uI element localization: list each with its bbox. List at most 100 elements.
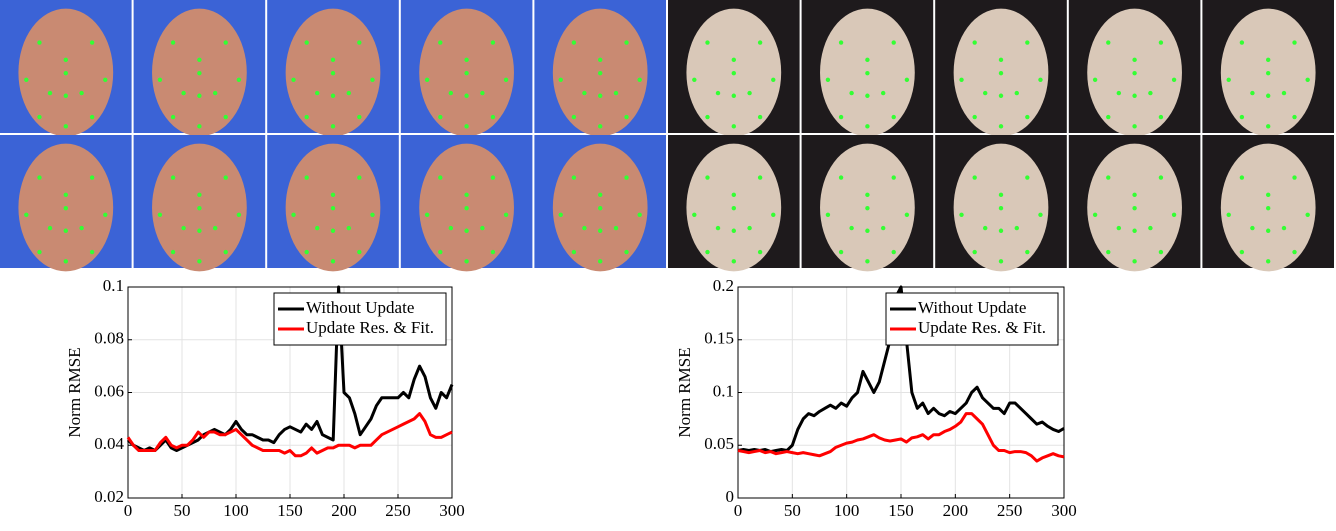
landmark [571, 249, 577, 255]
landmark [464, 70, 469, 76]
landmark [865, 124, 870, 129]
landmark [715, 90, 721, 96]
landmark [197, 192, 202, 198]
landmark [480, 90, 485, 96]
landmark [1266, 205, 1271, 211]
landmark [464, 124, 469, 129]
landmark [705, 114, 710, 120]
landmark [849, 90, 854, 96]
landmark [598, 228, 603, 233]
landmark [692, 77, 697, 83]
landmark [223, 114, 228, 120]
landmark [865, 93, 870, 98]
x-tick-label: 100 [834, 501, 860, 520]
landmark [346, 225, 351, 231]
x-tick-label: 0 [734, 501, 743, 520]
landmark [197, 259, 202, 264]
series-line [737, 285, 1065, 454]
landmark [330, 205, 336, 211]
landmark [1106, 249, 1111, 255]
landmark [1266, 259, 1271, 264]
x-tick-label: 300 [439, 501, 465, 520]
landmark [236, 77, 242, 83]
landmark [157, 77, 163, 83]
landmark [212, 225, 218, 231]
x-tick-label: 250 [385, 501, 411, 520]
landmark [223, 249, 228, 255]
legend-label: Update Res. & Fit. [306, 318, 434, 337]
landmark [315, 225, 320, 231]
landmark [731, 259, 736, 264]
landmark [637, 212, 642, 217]
landmark [464, 192, 469, 198]
landmark [63, 57, 68, 63]
landmark [304, 175, 309, 180]
landmark [998, 259, 1004, 264]
landmark [705, 249, 710, 255]
landmark [880, 225, 886, 231]
landmark [613, 225, 619, 231]
x-tick-label: 150 [277, 501, 303, 520]
landmark [1266, 57, 1271, 63]
landmark [330, 259, 336, 264]
landmark [1292, 249, 1297, 255]
landmark [1239, 175, 1245, 180]
photo-grid [0, 0, 1334, 272]
landmark [731, 192, 736, 198]
landmark [89, 114, 95, 120]
landmark [304, 249, 309, 255]
landmark [731, 57, 736, 63]
landmark [236, 212, 242, 217]
y-tick-label: 0.15 [704, 329, 734, 348]
landmark [1148, 90, 1153, 96]
landmark [1158, 175, 1164, 180]
y-tick-label: 0.02 [94, 487, 124, 506]
landmark [998, 124, 1004, 129]
landmark [904, 77, 910, 83]
landmark [972, 175, 977, 180]
landmark [624, 249, 629, 255]
landmark [731, 228, 736, 233]
chart: 0 0.05 0.1 0.15 0.2 0 50 100 150 200 250 300 Norm RM… [675, 276, 1077, 520]
landmark [624, 40, 629, 45]
landmark [891, 175, 896, 180]
landmark [972, 249, 977, 255]
landmark [624, 175, 629, 180]
landmark [170, 249, 176, 255]
landmark [464, 259, 469, 264]
legend-label: Without Update [306, 298, 414, 317]
landmark [598, 192, 603, 198]
landmark [637, 77, 642, 83]
landmark [1266, 70, 1271, 76]
y-tick-label: 0.2 [713, 276, 734, 295]
landmark [304, 114, 309, 120]
landmark [63, 70, 68, 76]
landmark [757, 40, 763, 45]
landmark [1171, 77, 1177, 83]
x-tick-label: 200 [943, 501, 969, 520]
landmark [1106, 175, 1111, 180]
landmark [170, 175, 176, 180]
landmark [103, 77, 108, 83]
landmark [1116, 90, 1122, 96]
landmark [1132, 124, 1137, 129]
landmark [1239, 249, 1245, 255]
landmark [747, 90, 752, 96]
landmark [865, 57, 870, 63]
landmark [865, 192, 870, 198]
landmark [571, 114, 577, 120]
landmark [63, 228, 68, 233]
landmark [598, 93, 603, 98]
landmark [1132, 259, 1137, 264]
landmark [558, 77, 563, 83]
landmark [983, 90, 988, 96]
x-tick-label: 100 [223, 501, 249, 520]
plot-frame [127, 286, 453, 499]
landmark [24, 212, 29, 217]
landmark [291, 212, 296, 217]
landmark [1250, 90, 1255, 96]
landmark [357, 114, 362, 120]
landmark [1292, 40, 1297, 45]
landmark [1132, 205, 1137, 211]
landmark [212, 90, 218, 96]
